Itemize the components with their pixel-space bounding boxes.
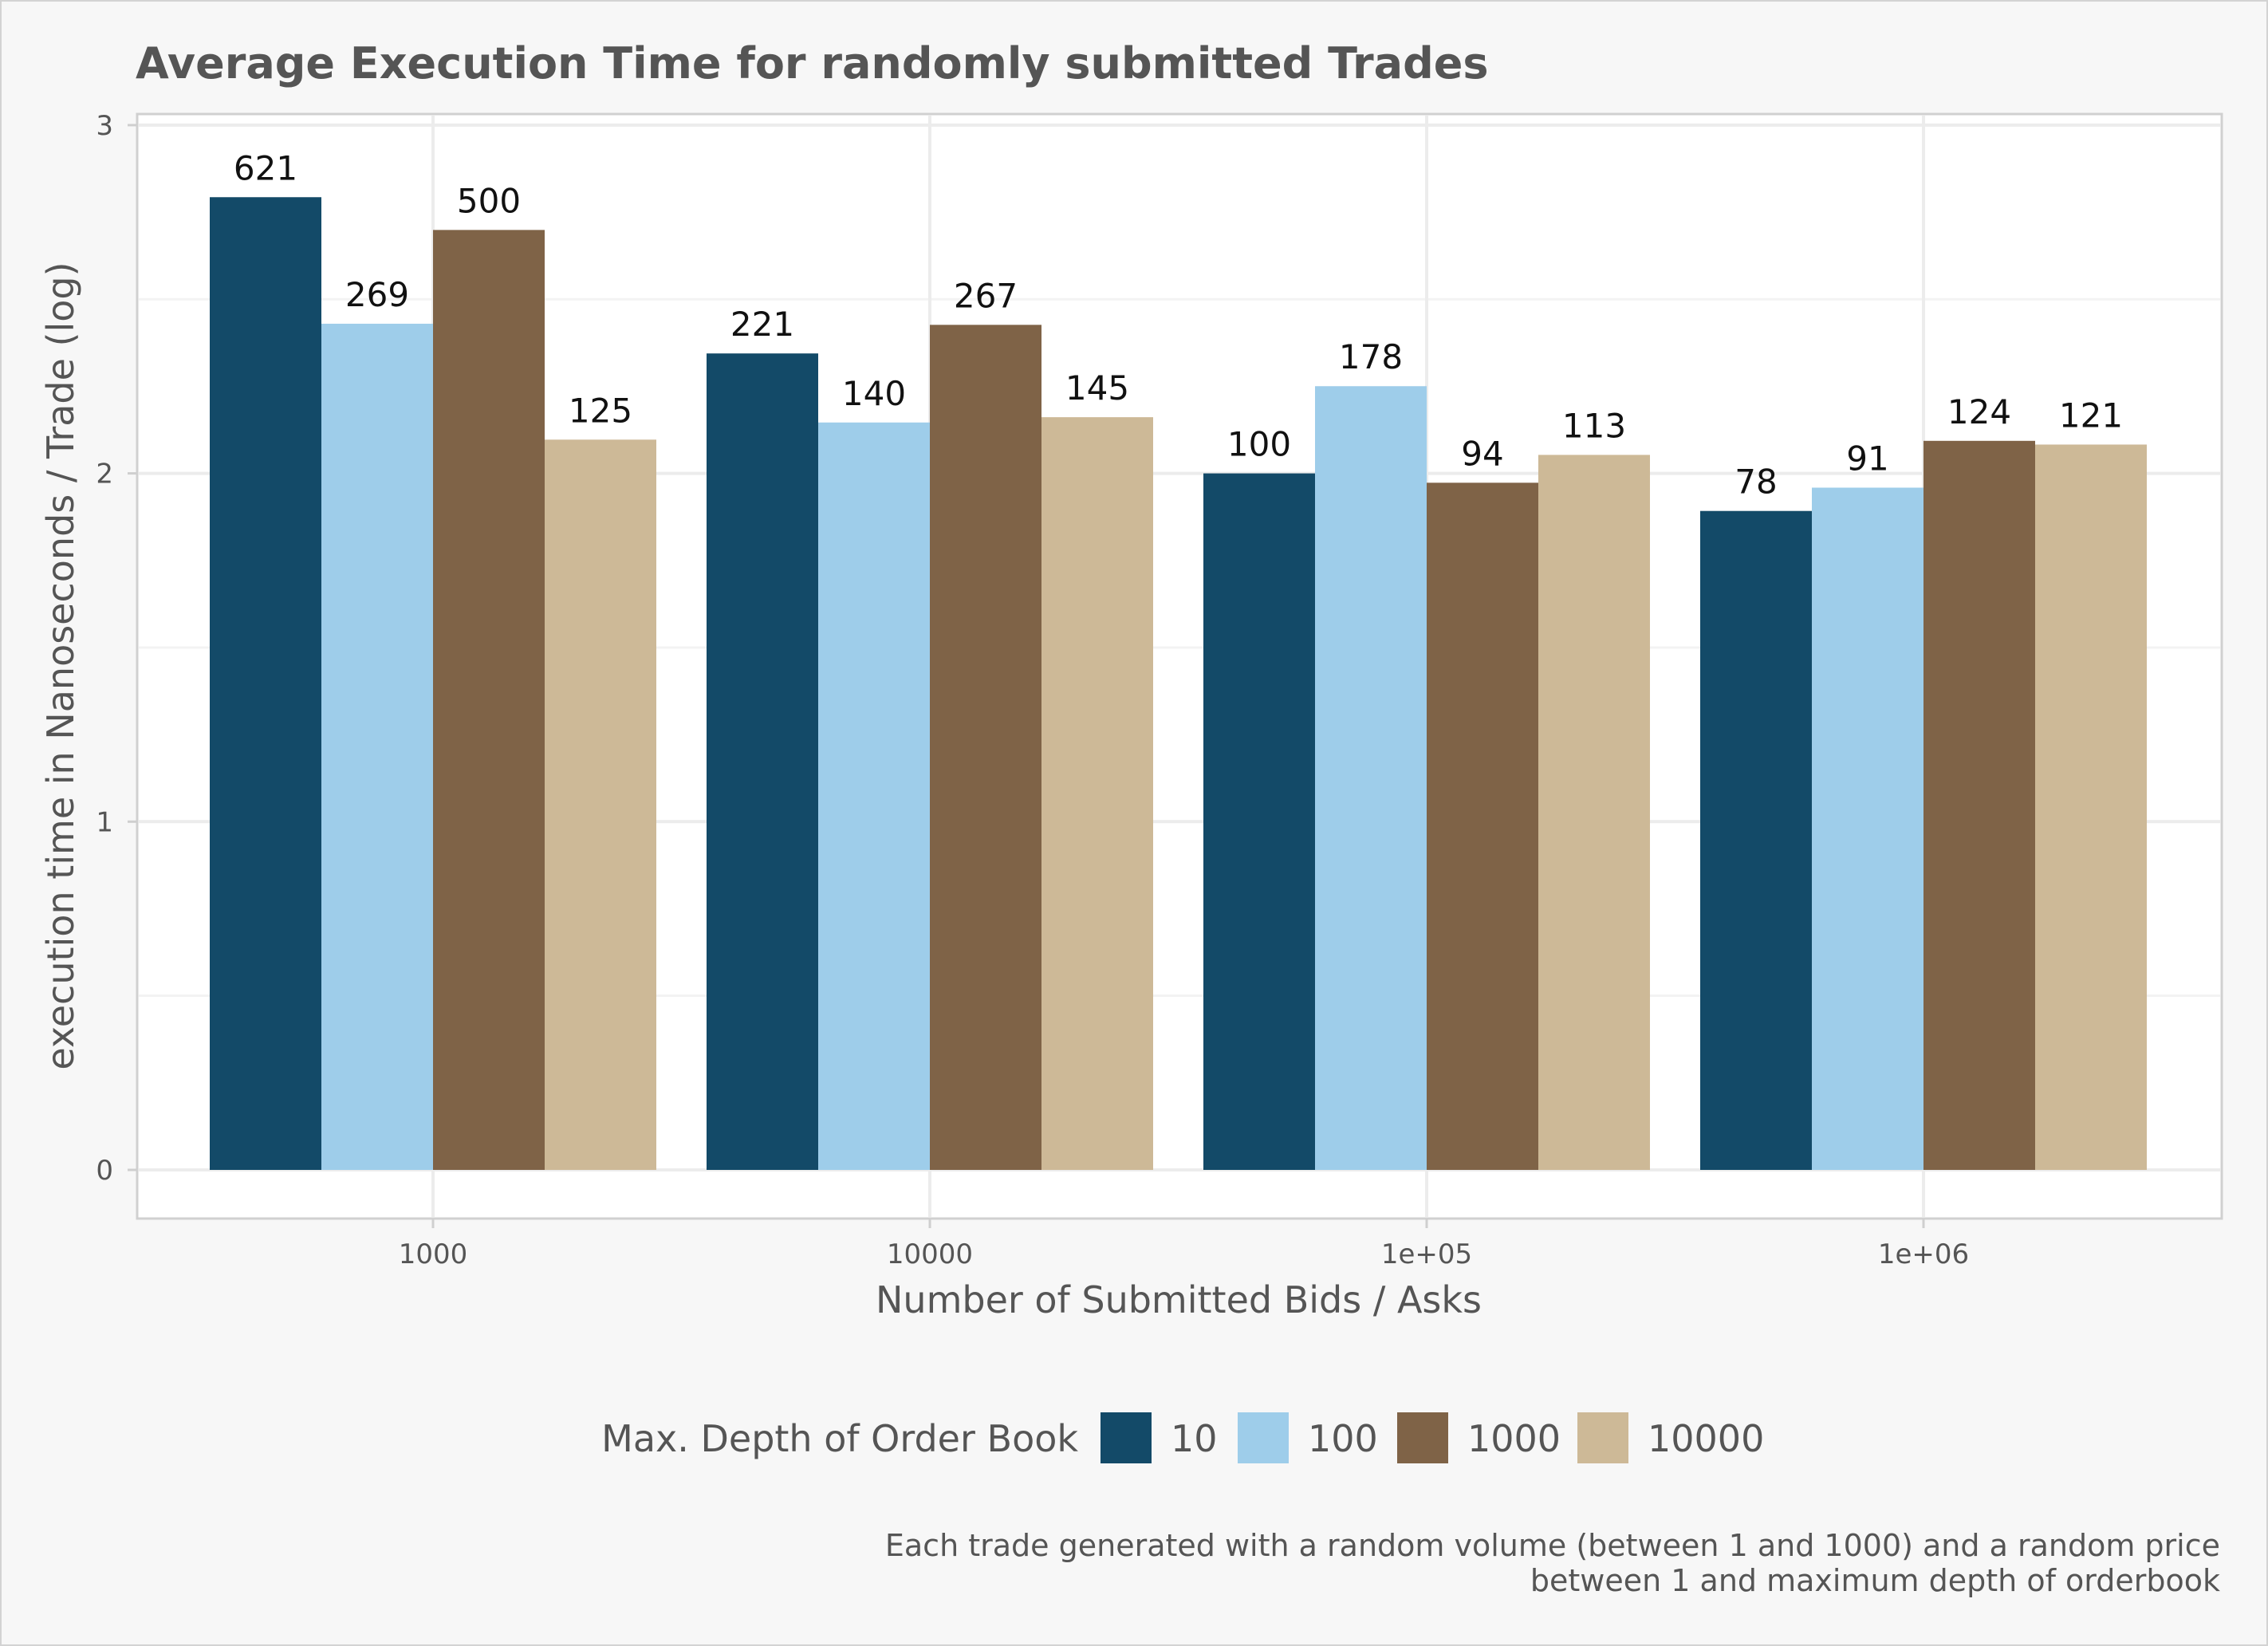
bar-1000-depth-1000: [433, 230, 545, 1170]
bar-value-label: 178: [1339, 337, 1403, 376]
bar-10000-depth-1000: [930, 325, 1041, 1170]
y-tick-label: 2: [96, 459, 113, 490]
bar-value-label: 267: [954, 276, 1018, 315]
x-axis-ticks: 1000 10000 1e+05 1e+06: [399, 1219, 1969, 1270]
bar-1e+06-depth-10: [1700, 510, 1812, 1170]
legend-label-10000: 10000: [1648, 1417, 1764, 1460]
bar-1000-depth-10000: [545, 439, 656, 1170]
bar-1e+05-depth-10000: [1538, 455, 1650, 1170]
x-tick-label: 1e+06: [1878, 1238, 1969, 1270]
bar-1e+05-depth-10: [1203, 473, 1315, 1170]
x-axis-title: Number of Submitted Bids / Asks: [876, 1278, 1482, 1321]
bar-value-label: 500: [457, 181, 521, 220]
bar-value-label: 91: [1846, 439, 1888, 478]
legend-key-100: [1238, 1412, 1289, 1463]
bar-1e+05-depth-1000: [1427, 482, 1538, 1170]
y-axis-ticks: 0 1 2 3: [96, 110, 137, 1187]
legend-label-1000: 1000: [1467, 1417, 1561, 1460]
bar-1000-depth-100: [321, 323, 433, 1170]
legend-key-10: [1101, 1412, 1152, 1463]
caption-line-2: between 1 and maximum depth of orderbook: [1530, 1563, 2220, 1598]
legend-key-1000: [1397, 1412, 1448, 1463]
caption-line-1: Each trade generated with a random volum…: [885, 1528, 2220, 1563]
bar-1e+06-depth-100: [1812, 487, 1923, 1170]
bar-value-label: 121: [2059, 396, 2123, 435]
x-tick-label: 1000: [399, 1238, 468, 1270]
bar-1e+06-depth-1000: [1923, 440, 2035, 1170]
legend-key-10000: [1577, 1412, 1628, 1463]
legend: Max. Depth of Order Book 10 100 1000 10000: [601, 1412, 1764, 1463]
bar-value-label: 94: [1461, 434, 1503, 473]
bar-1000-depth-10: [210, 197, 321, 1171]
bar-10000-depth-10000: [1041, 417, 1153, 1170]
bar-value-label: 100: [1227, 425, 1291, 464]
legend-label-100: 100: [1308, 1417, 1378, 1460]
legend-label-10: 10: [1171, 1417, 1218, 1460]
bar-value-label: 140: [842, 374, 906, 413]
x-tick-label: 10000: [887, 1238, 973, 1270]
bar-1e+05-depth-100: [1315, 386, 1427, 1170]
chart-title: Average Execution Time for randomly subm…: [136, 38, 1489, 89]
x-tick-label: 1e+05: [1381, 1238, 1472, 1270]
y-tick-label: 0: [96, 1155, 113, 1187]
y-tick-label: 3: [96, 110, 113, 142]
bar-10000-depth-10: [707, 353, 818, 1171]
bar-10000-depth-100: [818, 422, 930, 1170]
bar-value-label: 221: [730, 305, 794, 344]
bar-value-label: 113: [1562, 406, 1626, 445]
bar-value-label: 78: [1734, 463, 1777, 502]
bar-value-label: 145: [1065, 368, 1129, 408]
bar-value-label: 621: [234, 148, 297, 187]
bar-labels: 621 221 100 78 269 140 178 91 500 267 94 124 125 145 1…: [234, 148, 2123, 501]
bar-1e+06-depth-10000: [2035, 444, 2147, 1170]
bar-value-label: 269: [345, 275, 409, 314]
bar-value-label: 124: [1947, 392, 2011, 431]
y-axis-title: execution time in Nanoseconds / Trade (l…: [39, 262, 82, 1069]
y-tick-label: 1: [96, 806, 113, 838]
legend-title: Max. Depth of Order Book: [601, 1417, 1078, 1460]
bar-value-label: 125: [569, 391, 632, 430]
bars: [210, 197, 2147, 1171]
